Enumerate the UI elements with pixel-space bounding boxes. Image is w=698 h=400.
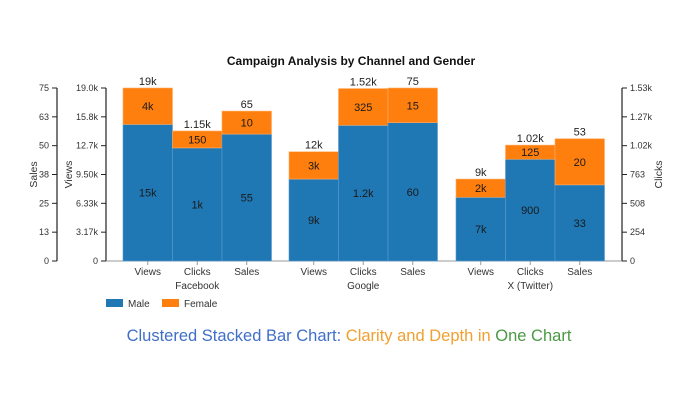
caption-part-3: One Chart bbox=[495, 327, 572, 345]
tick-label: 15.8k bbox=[76, 112, 99, 122]
tick-label: 0 bbox=[630, 256, 635, 266]
total-value-label: 1.02k bbox=[517, 133, 544, 145]
female-value-label: 4k bbox=[142, 101, 154, 113]
bar-female-x-twitter--sales[interactable] bbox=[554, 138, 605, 186]
chart-title: Campaign Analysis by Channel and Gender bbox=[227, 54, 476, 68]
clustered-stacked-bar-chart: Campaign Analysis by Channel and Gender … bbox=[28, 54, 665, 310]
male-value-label: 9k bbox=[308, 215, 320, 227]
tick-label: 1.02k bbox=[630, 141, 653, 151]
male-value-label: 33 bbox=[574, 218, 586, 230]
clicks-axis: 0 254 508 763 1.02k 1.27k 1.53k Clicks bbox=[621, 83, 665, 266]
tick-label: 6.33k bbox=[76, 198, 99, 208]
female-value-label: 125 bbox=[521, 147, 539, 159]
female-value-label: 10 bbox=[241, 118, 253, 130]
female-value-label: 15 bbox=[407, 100, 419, 112]
tick-label: 19.0k bbox=[76, 83, 99, 93]
male-value-label: 55 bbox=[241, 193, 253, 205]
group-label: Google bbox=[347, 281, 380, 292]
tick-label: 763 bbox=[630, 170, 645, 180]
views-axis: 0 3.17k 6.33k 9.50k 12.7k 15.8k 19.0k Views bbox=[63, 83, 107, 266]
legend-label: Male bbox=[128, 299, 150, 310]
total-value-label: 75 bbox=[407, 76, 419, 88]
legend-item-female[interactable]: Female bbox=[162, 299, 218, 310]
total-value-label: 12k bbox=[305, 140, 323, 152]
bar-male-x-twitter--views[interactable] bbox=[455, 196, 506, 262]
metric-label: Sales bbox=[234, 267, 259, 278]
metric-label: Clicks bbox=[517, 267, 544, 278]
tick-label: 63 bbox=[39, 112, 49, 122]
caption-part-1: Clustered Stacked Bar Chart: bbox=[126, 327, 346, 345]
sales-axis: 0 13 25 38 50 63 75 Sales bbox=[28, 83, 58, 266]
bar-male-google-clicks[interactable] bbox=[338, 125, 389, 262]
metric-label: Sales bbox=[567, 267, 592, 278]
male-value-label: 1.2k bbox=[353, 188, 374, 200]
tick-label: 13 bbox=[39, 227, 49, 237]
sales-axis-title: Sales bbox=[28, 161, 40, 187]
metric-label: Views bbox=[301, 267, 328, 278]
bar-female-facebook-sales[interactable] bbox=[221, 110, 272, 135]
male-value-label: 60 bbox=[407, 187, 419, 199]
bars bbox=[122, 87, 605, 262]
tick-label: 1.53k bbox=[630, 83, 653, 93]
male-value-label: 1k bbox=[191, 199, 203, 211]
metric-label: Views bbox=[135, 267, 162, 278]
bar-labels: 15k 4k 19k 1k 150 1.15k 55 10 65 9k 3k 12k 1.2k 325 1.… bbox=[139, 76, 586, 236]
total-value-label: 1.52k bbox=[350, 77, 377, 89]
metric-label: Clicks bbox=[184, 267, 211, 278]
metric-label: Clicks bbox=[350, 267, 377, 278]
legend-swatch bbox=[162, 299, 179, 307]
total-value-label: 19k bbox=[139, 76, 157, 88]
tick-label: 9.50k bbox=[76, 170, 99, 180]
female-value-label: 3k bbox=[308, 160, 320, 172]
total-value-label: 1.15k bbox=[184, 119, 211, 131]
total-value-label: 53 bbox=[574, 127, 586, 139]
female-value-label: 20 bbox=[574, 157, 586, 169]
tick-label: 254 bbox=[630, 227, 645, 237]
legend: Male Female bbox=[106, 299, 218, 310]
male-value-label: 7k bbox=[475, 224, 487, 236]
clicks-axis-title: Clicks bbox=[653, 161, 665, 189]
legend-label: Female bbox=[184, 299, 218, 310]
caption-part-2: Clarity and Depth in bbox=[345, 327, 496, 345]
tick-label: 12.7k bbox=[76, 141, 99, 151]
metric-label: Views bbox=[468, 267, 495, 278]
tick-label: 75 bbox=[39, 83, 49, 93]
tick-label: 508 bbox=[630, 198, 645, 208]
female-value-label: 150 bbox=[188, 134, 206, 146]
bar-female-facebook-views[interactable] bbox=[122, 87, 173, 125]
female-value-label: 325 bbox=[354, 102, 372, 114]
bar-male-facebook-sales[interactable] bbox=[221, 133, 272, 262]
bar-male-facebook-clicks[interactable] bbox=[172, 147, 223, 262]
tick-label: 38 bbox=[39, 170, 49, 180]
bar-male-google-views[interactable] bbox=[288, 178, 339, 262]
legend-item-male[interactable]: Male bbox=[106, 299, 150, 310]
tick-label: 25 bbox=[39, 198, 49, 208]
bar-male-google-sales[interactable] bbox=[387, 122, 438, 262]
total-value-label: 9k bbox=[475, 167, 487, 179]
male-value-label: 15k bbox=[139, 188, 157, 200]
group-label: Facebook bbox=[175, 281, 220, 292]
female-value-label: 2k bbox=[475, 183, 487, 195]
bar-female-google-sales[interactable] bbox=[387, 87, 438, 123]
tick-label: 3.17k bbox=[76, 227, 99, 237]
legend-swatch bbox=[106, 299, 123, 307]
category-labels: Views Clicks Sales Facebook Views Clicks Sales… bbox=[135, 261, 592, 292]
bar-male-facebook-views[interactable] bbox=[122, 124, 173, 262]
caption: Clustered Stacked Bar Chart: Clarity and… bbox=[0, 327, 698, 346]
tick-label: 1.27k bbox=[630, 112, 653, 122]
tick-label: 0 bbox=[93, 256, 98, 266]
bar-male-x-twitter--clicks[interactable] bbox=[505, 158, 556, 262]
metric-label: Sales bbox=[400, 267, 425, 278]
group-label: X (Twitter) bbox=[507, 281, 553, 292]
views-axis-title: Views bbox=[63, 161, 75, 189]
bar-male-x-twitter--sales[interactable] bbox=[554, 184, 605, 262]
total-value-label: 65 bbox=[241, 99, 253, 111]
tick-label: 50 bbox=[39, 141, 49, 151]
male-value-label: 900 bbox=[521, 205, 539, 217]
tick-label: 0 bbox=[44, 256, 49, 266]
